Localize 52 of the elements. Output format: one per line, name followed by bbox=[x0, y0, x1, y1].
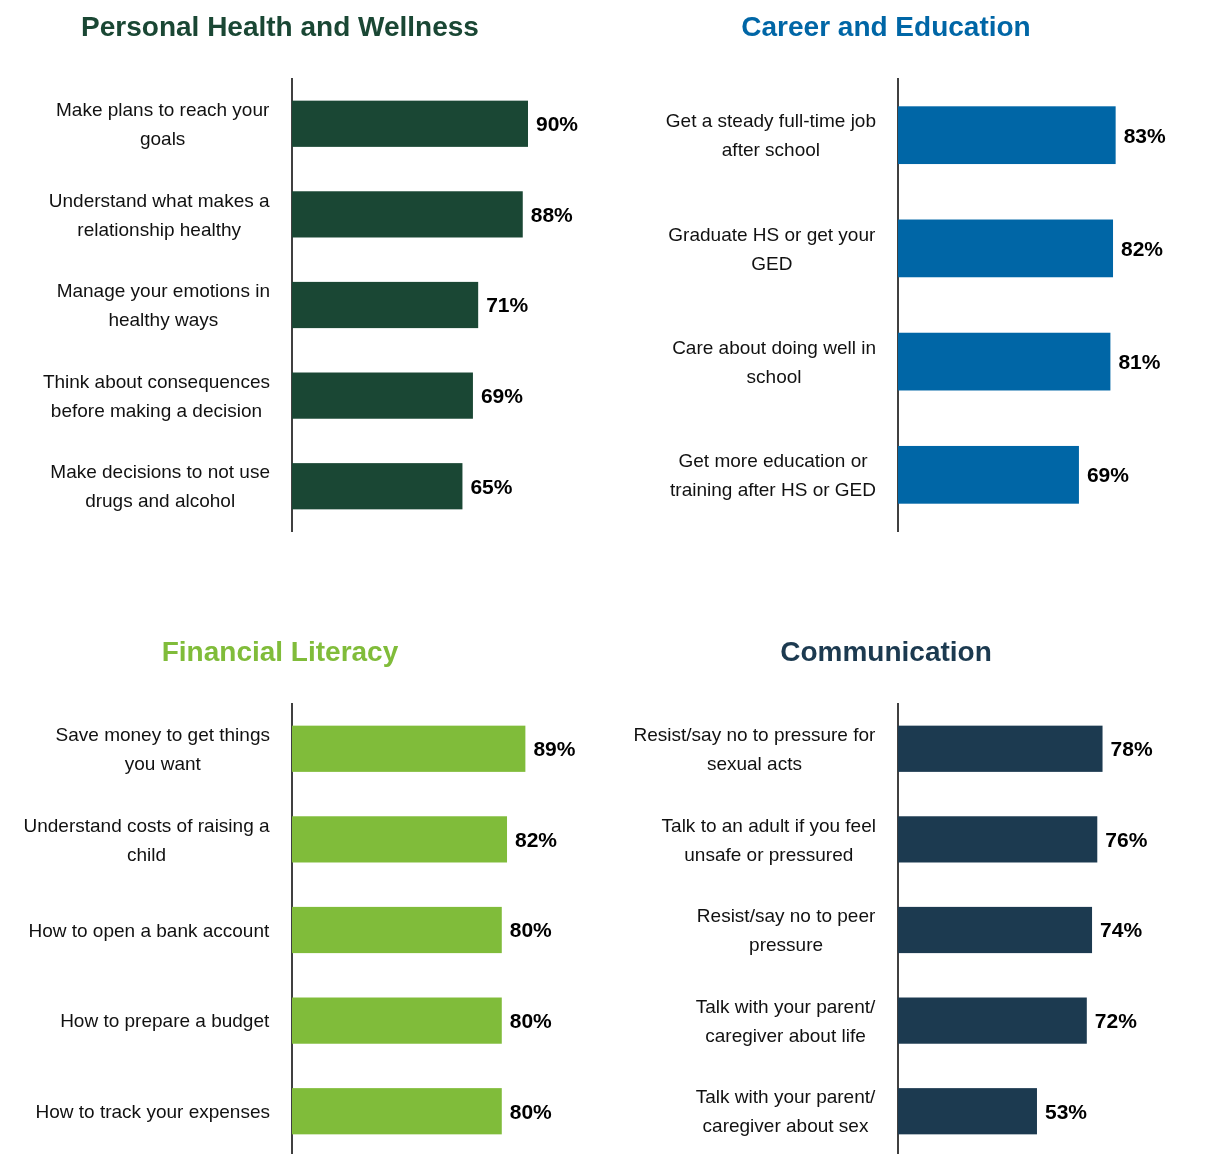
data-label: 65% bbox=[470, 474, 513, 498]
chart-title: Financial Literacy bbox=[161, 636, 399, 667]
data-label: 71% bbox=[486, 293, 529, 317]
y-tick-label: Understand what makes a relationship healthy bbox=[48, 189, 270, 240]
data-label: 82% bbox=[1121, 236, 1164, 260]
y-tick-label: How to prepare a budget bbox=[60, 1010, 270, 1032]
y-tick-label: Make plans to reach your goals bbox=[55, 98, 270, 149]
y-tick-label: Talk with your parent/ caregiver about sex bbox=[695, 1086, 876, 1137]
data-label: 78% bbox=[1110, 737, 1153, 761]
y-tick-label: Manage your emotions in healthy ways bbox=[56, 280, 270, 331]
data-label: 69% bbox=[480, 383, 524, 407]
y-tick-label: Resist/say no to pressure for sexual acts bbox=[633, 723, 876, 774]
data-label: 80% bbox=[509, 918, 553, 942]
bar bbox=[292, 281, 479, 329]
data-label: 89% bbox=[533, 737, 576, 761]
y-tick-label: Resist/say no to peer pressure bbox=[696, 905, 876, 956]
y-tick-label: How to track your expenses bbox=[35, 1100, 270, 1122]
data-label: 69% bbox=[1086, 463, 1130, 487]
y-tick-label: Talk with your parent/ caregiver about life bbox=[695, 995, 876, 1046]
data-label: 72% bbox=[1094, 1008, 1138, 1032]
y-tick-label: Graduate HS or get your GED bbox=[668, 223, 876, 274]
y-tick-label: Understand costs of raising a child bbox=[23, 814, 270, 865]
y-tick-label: Get a steady full-time job after school bbox=[665, 110, 876, 161]
y-tick-label: How to open a bank account bbox=[28, 919, 270, 941]
y-tick-label: Make decisions to not use drugs and alcohol bbox=[50, 461, 270, 512]
data-label: 80% bbox=[509, 1008, 553, 1032]
bar bbox=[898, 906, 1093, 954]
data-label: 82% bbox=[515, 827, 558, 851]
data-label: 80% bbox=[509, 1099, 553, 1123]
bar bbox=[898, 816, 1098, 863]
bar bbox=[292, 100, 528, 147]
bar bbox=[898, 1088, 1037, 1135]
data-label: 76% bbox=[1105, 827, 1148, 851]
y-tick-label: Talk to an adult if you feel unsafe or pressured bbox=[661, 814, 876, 865]
y-tick-label: Think about consequences before making a decision bbox=[42, 370, 270, 421]
bar bbox=[898, 997, 1087, 1044]
chart-title: Communication bbox=[780, 636, 992, 667]
bar bbox=[292, 372, 473, 419]
data-label: 90% bbox=[536, 112, 579, 136]
data-label: 53% bbox=[1044, 1099, 1088, 1123]
data-label: 83% bbox=[1123, 123, 1166, 147]
bar bbox=[898, 725, 1103, 772]
y-tick-label: Get more education or training after HS or GED bbox=[670, 449, 876, 500]
y-tick-label: Save money to get things you want bbox=[55, 723, 270, 774]
data-label: 81% bbox=[1118, 349, 1161, 373]
data-label: 88% bbox=[530, 202, 574, 226]
chart-title: Personal Health and Wellness bbox=[81, 11, 479, 42]
y-tick-label: Care about doing well in school bbox=[672, 336, 876, 387]
bar bbox=[292, 191, 523, 238]
data-label: 74% bbox=[1100, 918, 1143, 942]
chart-title: Career and Education bbox=[741, 11, 1031, 42]
bar bbox=[292, 463, 463, 510]
